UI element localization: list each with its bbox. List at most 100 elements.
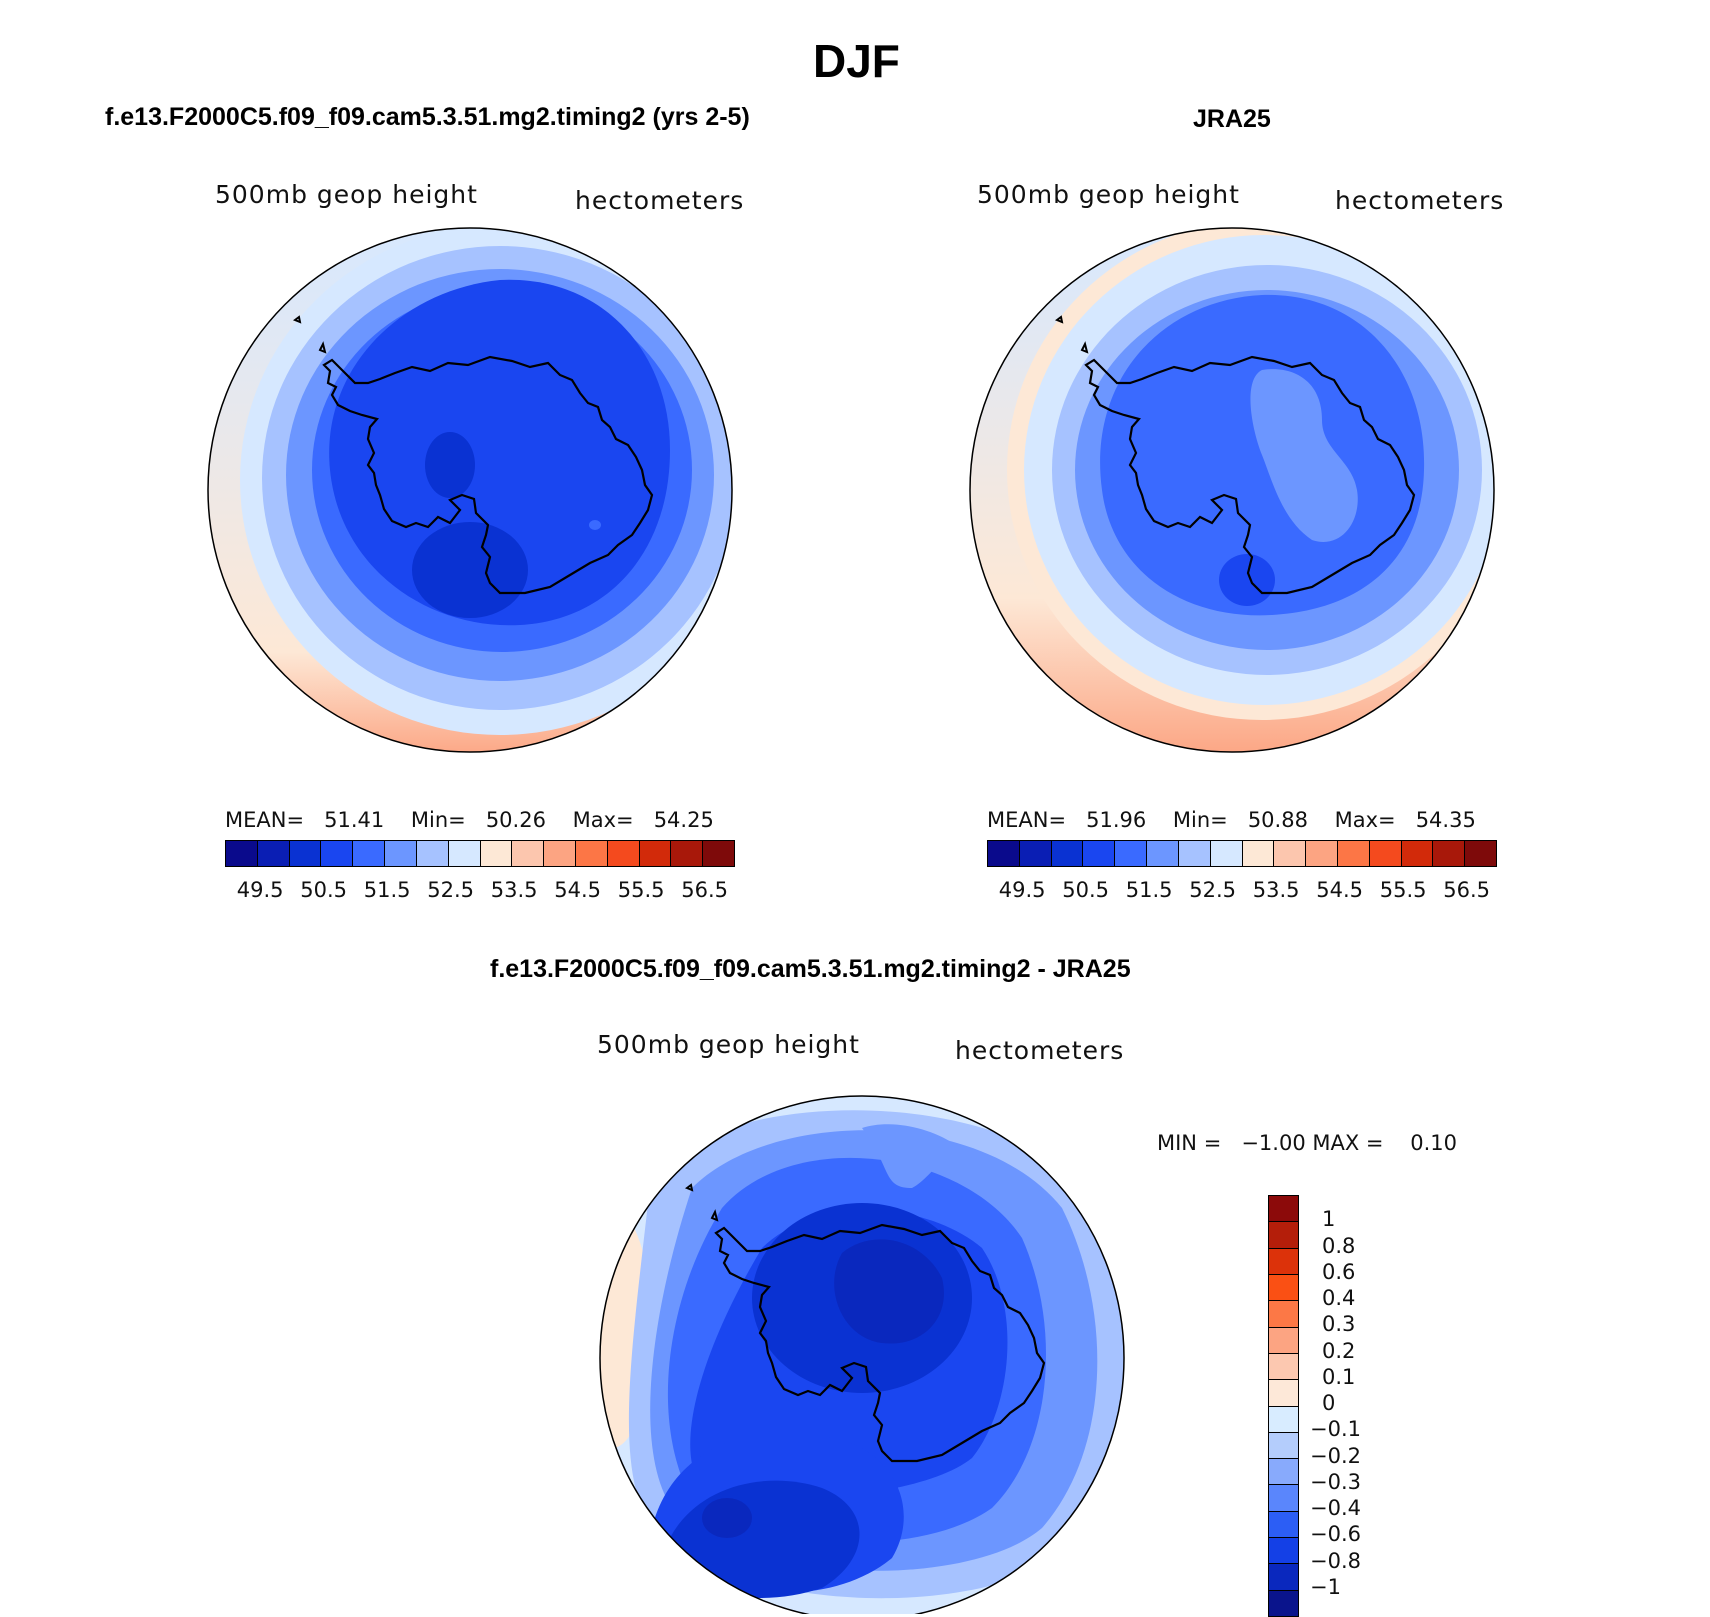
colorbar-swatch	[1269, 1301, 1298, 1328]
colorbar-tick-label: 0.8	[1322, 1233, 1356, 1258]
colorbar-swatch	[1337, 841, 1370, 866]
model-mean-value: 51.41	[324, 808, 385, 832]
diff-max-label: MAX =	[1312, 1131, 1384, 1155]
colorbar-swatch	[353, 841, 386, 866]
colorbar-swatch	[1019, 841, 1052, 866]
colorbar-swatch	[1269, 1485, 1298, 1512]
colorbar-swatch	[1433, 841, 1466, 866]
obs-min-label: Min=	[1172, 808, 1228, 832]
obs-colorbar	[987, 840, 1497, 867]
colorbar-tick-label: 0.2	[1322, 1338, 1356, 1363]
colorbar-swatch	[1083, 841, 1116, 866]
colorbar-tick-label: −0.8	[1310, 1548, 1361, 1573]
colorbar-tick-label: −0.3	[1310, 1469, 1361, 1494]
diff-min-label: MIN =	[1157, 1131, 1222, 1155]
model-colorbar	[225, 840, 735, 867]
diff-units-label: hectometers	[955, 1036, 1125, 1065]
colorbar-swatch	[321, 841, 354, 866]
colorbar-tick-label: 55.5	[1379, 878, 1427, 902]
diff-colorbar	[1268, 1195, 1299, 1617]
colorbar-swatch	[1178, 841, 1211, 866]
model-polar-map	[207, 227, 733, 753]
diff-variable-label: 500mb geop height	[597, 1030, 860, 1059]
colorbar-swatch	[1269, 1432, 1298, 1460]
diff-min-value: −1.00	[1241, 1131, 1306, 1155]
colorbar-swatch	[1269, 1459, 1298, 1486]
colorbar-swatch	[639, 841, 672, 866]
model-min-label: Min=	[410, 808, 466, 832]
colorbar-tick-label: −0.6	[1310, 1522, 1361, 1547]
colorbar-swatch	[257, 841, 290, 866]
model-stats: MEAN= 51.41 Min= 50.26 Max= 54.25	[225, 808, 714, 832]
colorbar-swatch	[226, 841, 258, 866]
colorbar-swatch	[1401, 841, 1434, 866]
colorbar-swatch	[1306, 841, 1338, 866]
model-units-label: hectometers	[575, 186, 745, 215]
model-colorbar-labels: 49.5 50.5 51.5 52.5 53.5 54.5 55.5 56.5	[225, 878, 733, 904]
colorbar-tick-label: −0.2	[1310, 1443, 1361, 1468]
colorbar-tick-label: 0.1	[1322, 1364, 1356, 1389]
model-panel-title: f.e13.F2000C5.f09_f09.cam5.3.51.mg2.timi…	[105, 103, 750, 131]
colorbar-tick-label: 0.6	[1322, 1259, 1356, 1284]
colorbar-swatch	[1269, 1406, 1298, 1433]
obs-colorbar-labels: 49.5 50.5 51.5 52.5 53.5 54.5 55.5 56.5	[987, 878, 1495, 904]
colorbar-tick-label: 54.5	[554, 878, 602, 902]
colorbar-swatch	[1274, 841, 1307, 866]
colorbar-swatch	[1269, 1380, 1298, 1407]
colorbar-swatch	[385, 841, 417, 866]
obs-polar-map	[969, 227, 1495, 753]
colorbar-tick-label: 51.5	[1125, 878, 1173, 902]
colorbar-tick-label: 51.5	[363, 878, 411, 902]
model-mean-label: MEAN=	[225, 808, 305, 832]
colorbar-swatch	[671, 841, 704, 866]
obs-panel-title: JRA25	[1193, 105, 1271, 133]
colorbar-swatch	[1269, 1564, 1298, 1591]
colorbar-swatch	[289, 841, 322, 866]
colorbar-swatch	[988, 841, 1020, 866]
colorbar-swatch	[1269, 1353, 1298, 1381]
model-max-label: Max=	[572, 808, 634, 832]
colorbar-swatch	[607, 841, 640, 866]
diff-stats: MIN = −1.00 MAX = 0.10	[1157, 1131, 1457, 1155]
colorbar-swatch	[703, 841, 734, 866]
colorbar-swatch	[1051, 841, 1084, 866]
obs-variable-label: 500mb geop height	[977, 180, 1240, 209]
colorbar-swatch	[512, 841, 545, 866]
colorbar-swatch	[1269, 1248, 1298, 1275]
colorbar-tick-label: 1	[1322, 1207, 1336, 1232]
obs-mean-value: 51.96	[1086, 808, 1147, 832]
colorbar-tick-label: 50.5	[300, 878, 348, 902]
colorbar-swatch	[1147, 841, 1179, 866]
colorbar-tick-label: 0.4	[1322, 1286, 1356, 1310]
diff-colorbar-labels: 1 0.8 0.6 0.4 0.3 0.2 0.1 0 −0.1 −0.2 −0.3 −0.4 −0.6…	[1310, 1195, 1410, 1615]
obs-units-label: hectometers	[1335, 186, 1505, 215]
colorbar-tick-label: 53.5	[490, 878, 538, 902]
colorbar-tick-label: 52.5	[427, 878, 475, 902]
colorbar-swatch	[1269, 1222, 1298, 1249]
colorbar-swatch	[1269, 1590, 1298, 1616]
diff-panel-title: f.e13.F2000C5.f09_f09.cam5.3.51.mg2.timi…	[490, 955, 1131, 983]
colorbar-swatch	[448, 841, 481, 866]
colorbar-swatch	[1115, 841, 1148, 866]
colorbar-tick-label: 52.5	[1189, 878, 1237, 902]
obs-mean-label: MEAN=	[987, 808, 1067, 832]
colorbar-tick-label: 54.5	[1316, 878, 1364, 902]
colorbar-swatch	[1369, 841, 1402, 866]
colorbar-tick-label: 55.5	[617, 878, 665, 902]
colorbar-swatch	[416, 841, 449, 866]
colorbar-swatch	[1269, 1538, 1298, 1565]
colorbar-tick-label: 0	[1322, 1391, 1336, 1415]
obs-min-value: 50.88	[1247, 808, 1308, 832]
colorbar-tick-label: 49.5	[236, 878, 284, 902]
colorbar-tick-label: 56.5	[1443, 878, 1491, 902]
colorbar-swatch	[1269, 1274, 1298, 1302]
colorbar-tick-label: 56.5	[681, 878, 729, 902]
colorbar-tick-label: 49.5	[998, 878, 1046, 902]
colorbar-tick-label: −1	[1310, 1574, 1341, 1599]
diff-max-value: 0.10	[1410, 1131, 1457, 1155]
model-variable-label: 500mb geop height	[215, 180, 478, 209]
colorbar-swatch	[1269, 1196, 1298, 1223]
figure-title: DJF	[813, 35, 900, 87]
model-min-value: 50.26	[485, 808, 546, 832]
colorbar-swatch	[1465, 841, 1496, 866]
